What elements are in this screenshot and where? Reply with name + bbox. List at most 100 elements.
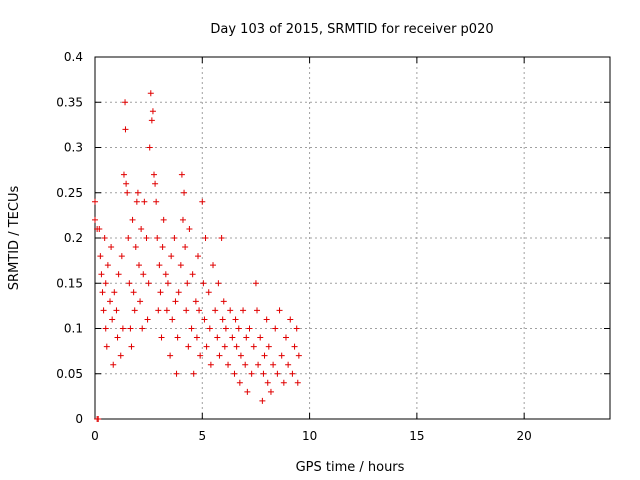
data-point [123, 180, 130, 187]
data-point [199, 198, 206, 205]
data-point [293, 325, 300, 332]
data-point [259, 397, 266, 404]
y-tick-label: 0.1 [64, 322, 83, 336]
data-point [227, 307, 234, 314]
data-point [231, 370, 238, 377]
data-point [237, 352, 244, 359]
data-point [295, 352, 302, 359]
data-point [242, 361, 249, 368]
data-point [151, 171, 158, 178]
data-point [197, 352, 204, 359]
data-point [140, 271, 147, 278]
data-point [162, 271, 169, 278]
data-point [193, 334, 200, 341]
data-point [153, 198, 160, 205]
data-point [120, 171, 127, 178]
data-point [254, 307, 261, 314]
data-point [252, 280, 259, 287]
y-tick-label: 0.15 [56, 276, 83, 290]
data-point [272, 325, 279, 332]
data-point [113, 307, 120, 314]
data-point [118, 253, 125, 260]
data-point [202, 235, 209, 241]
data-point [183, 307, 190, 314]
x-tick-label: 10 [302, 429, 317, 443]
data-point [110, 361, 117, 368]
x-tick-label: 5 [198, 429, 206, 443]
data-point [122, 99, 129, 106]
data-point [100, 307, 107, 314]
y-tick-label: 0 [75, 412, 83, 426]
data-point [205, 289, 212, 296]
data-point [276, 307, 283, 314]
data-point [133, 198, 140, 205]
data-point [177, 262, 184, 269]
data-point [244, 388, 251, 395]
data-point [235, 325, 242, 332]
y-tick-label: 0.25 [56, 186, 83, 200]
data-point [126, 280, 133, 287]
data-point [233, 343, 240, 350]
x-tick-label: 0 [91, 429, 99, 443]
data-point [186, 225, 193, 232]
data-point [138, 225, 145, 232]
y-tick-label: 0.35 [56, 95, 83, 109]
data-point [263, 316, 270, 323]
data-point [152, 180, 159, 187]
x-tick-label: 20 [517, 429, 532, 443]
data-point [285, 361, 292, 368]
data-point [201, 316, 208, 323]
y-tick-label: 0.05 [56, 367, 83, 381]
y-tick-label: 0.2 [64, 231, 83, 245]
data-point [248, 370, 255, 377]
data-point [103, 343, 110, 350]
data-point [246, 325, 253, 332]
data-point [145, 280, 152, 287]
data-point [171, 235, 178, 241]
data-point [127, 325, 134, 332]
data-point [137, 298, 144, 305]
data-point [184, 280, 191, 287]
data-point [207, 361, 214, 368]
data-point [174, 334, 181, 341]
data-point [195, 253, 201, 260]
data-point [280, 379, 287, 386]
data-point [148, 117, 155, 124]
data-point [98, 271, 105, 278]
data-point [130, 289, 137, 296]
data-point [225, 361, 232, 368]
data-point [154, 235, 161, 241]
data-point [143, 235, 150, 241]
data-point [172, 298, 179, 305]
data-point [178, 171, 185, 178]
data-point [267, 388, 274, 395]
data-point [287, 316, 294, 323]
data-point [92, 198, 98, 205]
data-point [158, 334, 165, 341]
data-point [219, 316, 226, 323]
data-point [124, 189, 131, 196]
data-point [192, 298, 199, 305]
x-tick-label: 15 [409, 429, 424, 443]
data-point [240, 307, 247, 314]
data-point [182, 244, 189, 251]
data-point [264, 379, 271, 386]
data-point [111, 289, 118, 296]
data-point [114, 334, 121, 341]
data-point [101, 235, 108, 241]
data-point [95, 416, 102, 422]
y-axis-label: SRMTID / TECUs [7, 186, 22, 291]
data-point [163, 307, 170, 314]
axis-ticks: 0 5 10 15 20 0 0.05 0.1 0.15 0.2 0.25 0.3 0.35 0.4 [56, 50, 610, 443]
chart-title: Day 103 of 2015, SRMTID for receiver p02… [210, 22, 493, 37]
data-point [159, 244, 166, 251]
data-point [218, 235, 225, 241]
data-point [131, 307, 138, 314]
data-point [168, 253, 175, 260]
data-point [125, 235, 132, 241]
data-point [200, 280, 207, 287]
data-point [122, 126, 129, 133]
data-point [117, 352, 124, 359]
data-point [212, 307, 219, 314]
